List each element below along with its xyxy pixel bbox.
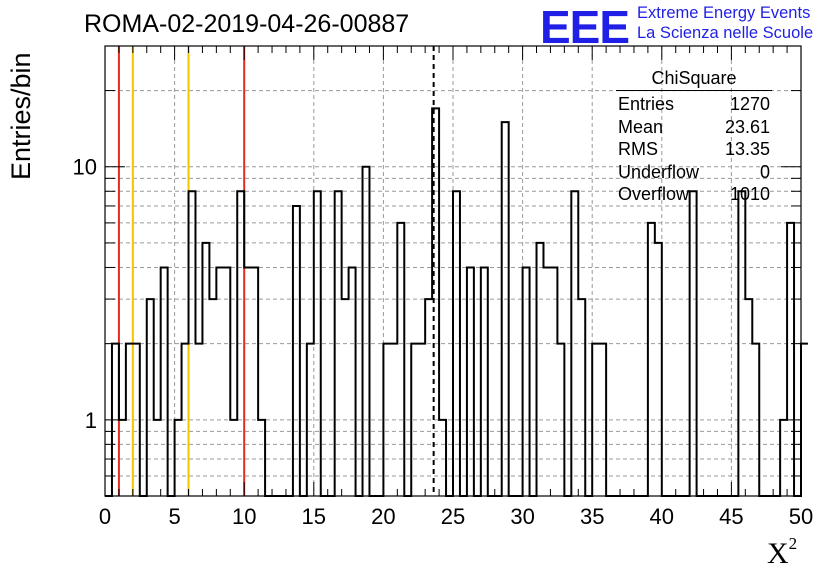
stats-value: 23.61 (724, 116, 770, 137)
stats-label: Underflow (618, 161, 700, 182)
stats-row-underflow: Underflow 0 (610, 161, 778, 184)
eee-logo-text: Extreme Energy Events La Scienza nelle S… (637, 3, 813, 43)
stats-box: ChiSquare Entries 1270 Mean 23.61 RMS 13… (610, 68, 778, 206)
x-axis-label-main: X (767, 537, 789, 570)
x-tick-label: 10 (232, 504, 256, 529)
stats-label: Overflow (618, 184, 690, 204)
x-tick-label: 50 (789, 504, 813, 529)
x-tick-label: 40 (650, 504, 674, 529)
stats-row-entries: Entries 1270 (610, 93, 778, 116)
x-tick-label: 15 (302, 504, 326, 529)
x-tick-label: 25 (441, 504, 465, 529)
stats-label: Mean (618, 116, 664, 137)
stats-label: RMS (618, 139, 658, 159)
logo-line-2: La Scienza nelle Scuole (637, 24, 814, 42)
x-tick-label: 45 (719, 504, 743, 529)
stats-row-overflow: Overflow 1010 (610, 183, 778, 206)
chart-title: ROMA-02-2019-04-26-00887 (84, 10, 410, 38)
logo-line-1: Extreme Energy Events (637, 4, 811, 22)
y-axis-label: Entries/bin (6, 52, 36, 180)
x-tick-label: 35 (580, 504, 604, 529)
stats-value: 1010 (729, 184, 770, 204)
x-axis-label-sup: 2 (788, 534, 798, 553)
stats-label: Entries (618, 94, 675, 114)
x-tick-label: 20 (371, 504, 395, 529)
x-tick-label: 0 (99, 504, 111, 529)
x-axis-label: X2 (767, 534, 797, 571)
stats-value: 13.35 (724, 139, 770, 159)
x-tick-label: 5 (168, 504, 180, 529)
stats-value: 0 (759, 161, 770, 182)
x-tick-label: 30 (510, 504, 534, 529)
stats-row-rms: RMS 13.35 (610, 138, 778, 161)
stats-title: ChiSquare (616, 68, 772, 91)
stats-row-mean: Mean 23.61 (610, 116, 778, 139)
y-tick-label: 1 (85, 408, 97, 433)
eee-logo-mark: EEE (540, 1, 630, 53)
stats-value: 1270 (729, 94, 770, 114)
y-tick-label: 10 (73, 155, 97, 180)
